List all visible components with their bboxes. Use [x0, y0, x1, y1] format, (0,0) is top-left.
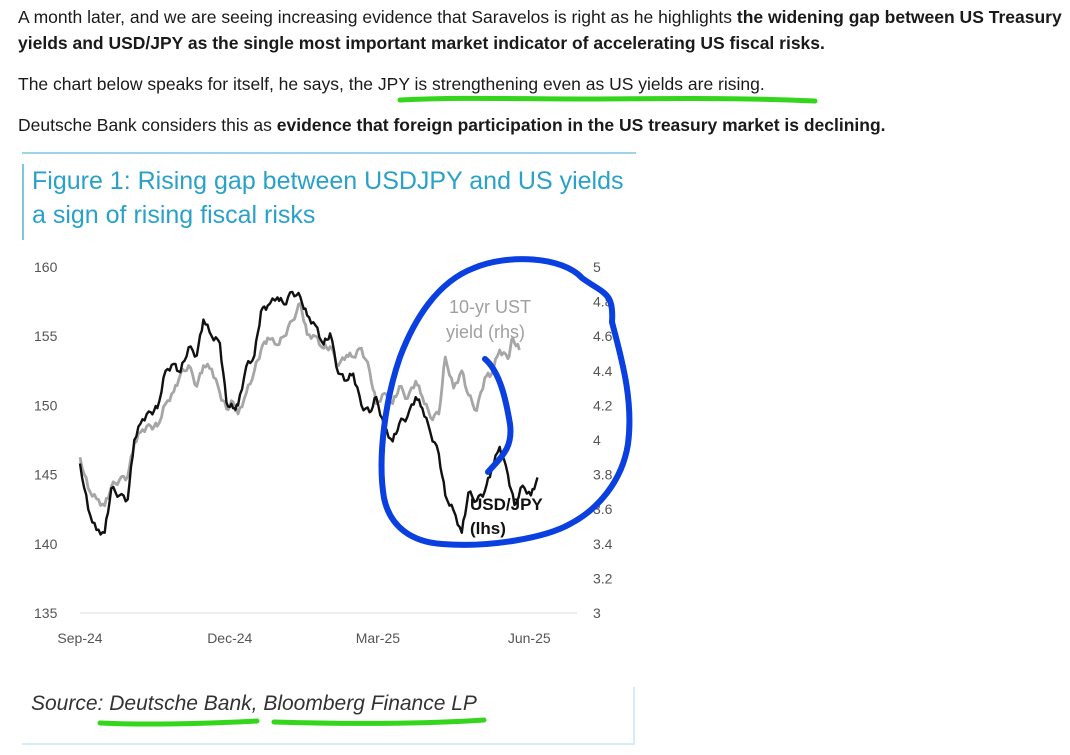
left-tick-label: 135 — [34, 605, 58, 621]
x-tick-label: Sep-24 — [57, 630, 102, 646]
source-right-border — [633, 687, 635, 745]
x-axis: Sep-24 Dec-24 Mar-25 Jun-25 — [57, 630, 550, 646]
highlighted-phrase: JPY is strengthening even as US yields a… — [377, 74, 760, 94]
source-underlines — [97, 717, 487, 727]
hand-drawn-circle — [378, 256, 633, 548]
right-tick-label: 4.6 — [593, 328, 613, 344]
intro-bold-text: the widening gap between US Treasury yie… — [18, 7, 1062, 53]
ust-label: 10-yr UST — [449, 297, 531, 317]
x-tick-label: Dec-24 — [207, 630, 252, 646]
right-tick-label: 4.2 — [593, 397, 613, 413]
left-axis: 135 140 145 150 155 160 — [34, 259, 58, 621]
source-bottom-border — [22, 743, 634, 745]
left-tick-label: 140 — [34, 536, 58, 552]
figure-panel: Figure 1: Rising gap between USDJPY and … — [22, 152, 637, 747]
usdjpy-line — [78, 290, 539, 536]
right-tick-label: 4.4 — [593, 363, 613, 379]
series-lines — [78, 290, 539, 536]
conclusion-text: Deutsche Bank considers this as — [18, 115, 277, 135]
right-tick-label: 3.4 — [593, 536, 613, 552]
paragraph-intro: A month later, and we are seeing increas… — [18, 4, 1063, 56]
source-deutsche-bank: Deutsche Bank — [109, 692, 252, 715]
left-tick-label: 150 — [34, 397, 58, 413]
source-bloomberg: Bloomberg Finance LP — [263, 692, 477, 715]
series-labels: 10-yr UST yield (rhs) USD/JPY (lhs) — [446, 297, 543, 538]
source-line: Source: Deutsche Bank, Bloomberg Finance… — [31, 692, 477, 716]
paragraph-conclusion: Deutsche Bank considers this as evidence… — [18, 112, 1063, 138]
paragraph-chart-comment: The chart below speaks for itself, he sa… — [18, 71, 1063, 97]
right-tick-label: 3.2 — [593, 570, 613, 586]
right-axis: 33.23.43.63.844.24.44.64.85 — [593, 259, 613, 621]
usdjpy-label-sub: (lhs) — [470, 519, 506, 538]
right-tick-label: 3 — [593, 605, 601, 621]
chart-comment-end: . — [759, 74, 765, 94]
x-tick-label: Jun-25 — [508, 630, 551, 646]
figure-title-bar — [22, 164, 24, 240]
ust-label-sub: yield (rhs) — [446, 322, 525, 342]
highlight-underline — [397, 95, 818, 104]
ust-yield-line — [78, 301, 521, 508]
conclusion-bold-text: evidence that foreign participation in t… — [276, 115, 886, 135]
intro-text: A month later, and we are seeing increas… — [18, 7, 737, 27]
figure-top-border — [22, 152, 636, 154]
hand-drawn-arrow — [482, 356, 514, 475]
right-tick-label: 5 — [593, 259, 601, 275]
right-tick-label: 4 — [593, 432, 601, 448]
left-tick-label: 160 — [34, 259, 58, 275]
left-tick-label: 145 — [34, 467, 58, 483]
source-separator: , — [251, 692, 264, 715]
usdjpy-label: USD/JPY — [470, 495, 543, 514]
figure-title: Figure 1: Rising gap between USDJPY and … — [32, 167, 624, 229]
figure-source: Source: Deutsche Bank, Bloomberg Finance… — [22, 687, 637, 747]
source-prefix: Source: — [31, 692, 110, 715]
x-tick-label: Mar-25 — [356, 630, 401, 646]
right-tick-label: 3.8 — [593, 467, 613, 483]
chart-comment-text: The chart below speaks for itself, he sa… — [18, 74, 378, 94]
left-tick-label: 155 — [34, 328, 58, 344]
